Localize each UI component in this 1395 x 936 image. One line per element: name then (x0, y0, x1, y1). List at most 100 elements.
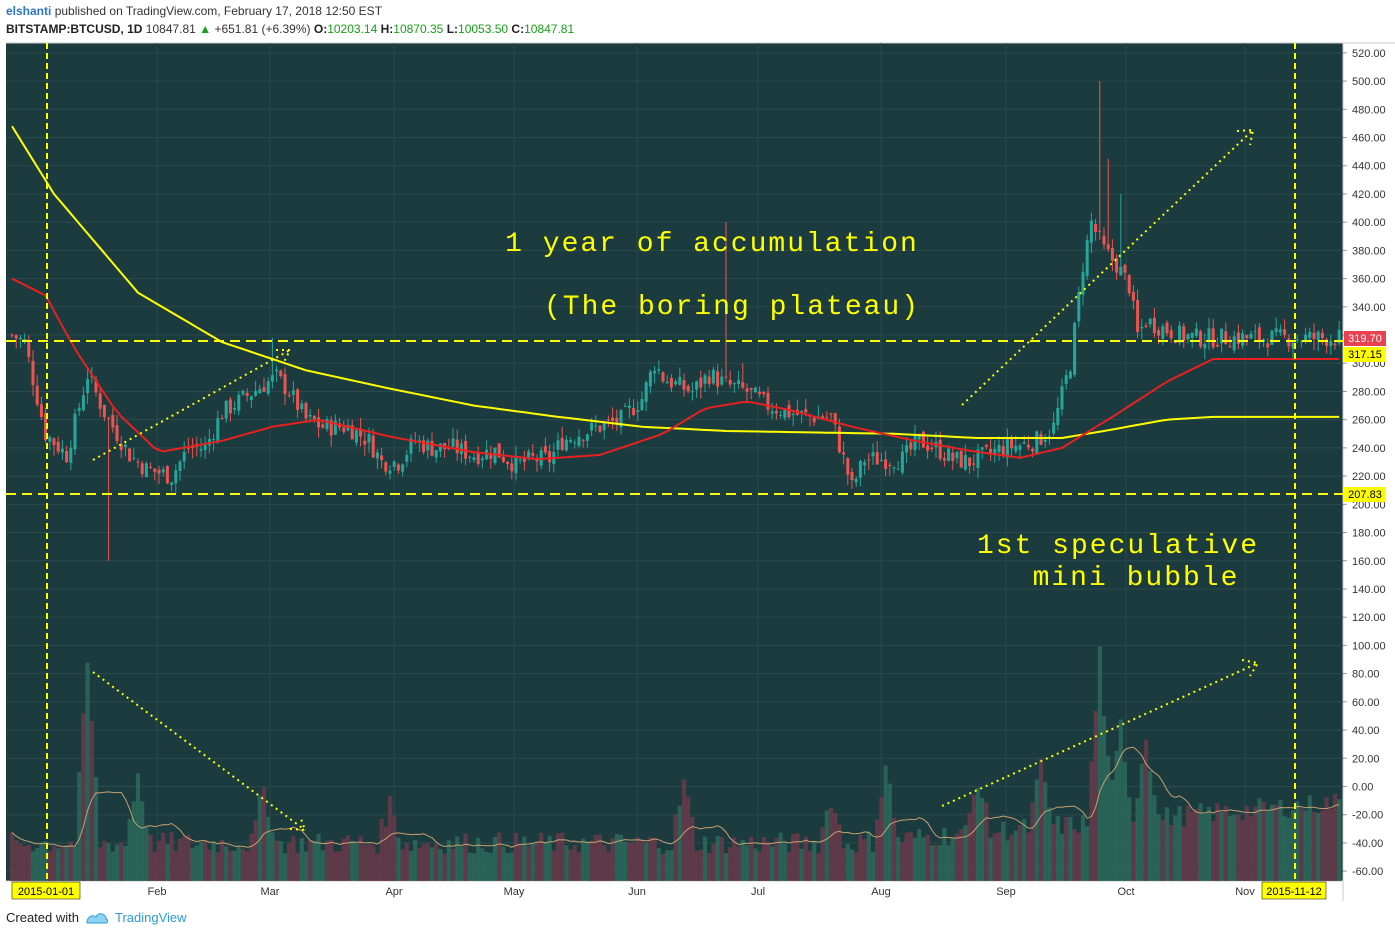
author-name[interactable]: elshanti (6, 4, 52, 18)
volume-bar (203, 840, 208, 881)
candle-body (1073, 322, 1077, 375)
trend-arrow-2[interactable] (961, 129, 1254, 406)
price-tick: 360.00 (1352, 274, 1386, 286)
trend-arrow-3[interactable] (92, 671, 306, 831)
volume-bar (85, 662, 90, 881)
annotation-accumulation[interactable]: 1 year of accumulation (505, 229, 919, 260)
tradingview-link[interactable]: TradingView (85, 910, 187, 925)
time-tick: Sep (996, 886, 1016, 898)
candle-body (1287, 338, 1291, 347)
trend-arrow-1[interactable] (92, 349, 291, 461)
trend-arrow-4[interactable] (941, 662, 1259, 807)
candle-body (1119, 266, 1123, 276)
candle (564, 435, 568, 453)
candle-body (489, 453, 493, 459)
candle (522, 450, 526, 471)
volume-bar (30, 851, 36, 881)
candle (1064, 369, 1068, 390)
ma-50-line[interactable] (11, 277, 1340, 460)
candle (732, 382, 736, 393)
volume-bar (635, 837, 640, 881)
candle (615, 409, 619, 432)
price-tick: 520.00 (1352, 48, 1386, 60)
date-marker-end-bg (1261, 881, 1327, 900)
volume-bar (106, 843, 111, 881)
volume-bar (1278, 799, 1283, 881)
candle (968, 457, 972, 474)
volume-bar (665, 850, 670, 881)
volume-bar (299, 838, 304, 881)
volume-bar (652, 837, 657, 881)
price-axis[interactable] (1343, 43, 1395, 881)
candle-body (1014, 445, 1018, 452)
date-marker-start[interactable]: 2015-01-01 (11, 881, 81, 900)
annotation-mini-bubble[interactable]: mini bubble (1033, 563, 1240, 594)
volume-bar (165, 844, 170, 881)
volume-bar (996, 832, 1002, 881)
candle (48, 435, 52, 451)
candle (1068, 369, 1072, 380)
candle-body (10, 334, 14, 336)
volume-bar (1240, 820, 1245, 881)
candle (951, 446, 955, 470)
candle-body (758, 391, 762, 395)
candle (405, 449, 409, 468)
candle-body (594, 425, 598, 427)
candle-body (1312, 332, 1316, 339)
tradingview-brand: TradingView (114, 910, 187, 925)
candle (863, 459, 867, 475)
volume-bar (1303, 810, 1308, 881)
candle-body (737, 380, 741, 385)
volume-bar (719, 836, 724, 881)
volume-bar (455, 836, 460, 881)
date-marker-end[interactable]: 2015-11-12 (1261, 881, 1327, 900)
candle-body (955, 451, 959, 459)
price-label-317[interactable]: 317.15 (1344, 347, 1386, 362)
candle (157, 466, 161, 485)
candle-body (27, 341, 31, 358)
volume-bar (1038, 758, 1044, 881)
candle-body (661, 372, 665, 382)
candle (921, 430, 925, 448)
candle-body (18, 337, 22, 340)
candle-body (745, 388, 749, 392)
candle-body (52, 438, 56, 446)
candle-body (1127, 275, 1131, 294)
candle-body (1123, 264, 1127, 273)
ma-200-line[interactable] (11, 125, 1340, 439)
candle (1148, 317, 1152, 328)
candle-body (947, 448, 951, 461)
volume-bar (778, 832, 783, 881)
candle (627, 398, 631, 419)
candle-body (312, 415, 316, 422)
candle-body (266, 381, 270, 394)
annotation-speculative[interactable]: 1st speculative (977, 531, 1259, 562)
volume-bar (110, 851, 115, 881)
volume-bar (770, 846, 775, 881)
candle (707, 370, 711, 388)
candle-body (1148, 318, 1152, 325)
price-label-207[interactable]: 207.83 (1344, 487, 1386, 502)
candle-body (77, 407, 81, 411)
volume-bar (287, 842, 292, 881)
volume-bar (18, 843, 23, 881)
price-label-319[interactable]: 319.70 (1344, 331, 1386, 346)
candle-body (287, 395, 291, 397)
candle-body (690, 391, 694, 393)
candle (81, 386, 85, 412)
time-axis[interactable] (6, 881, 1343, 901)
candle (774, 403, 778, 420)
candle-body (48, 437, 52, 442)
candle (489, 445, 493, 469)
volume-bar (232, 850, 237, 881)
candle (73, 408, 77, 455)
candle (657, 360, 661, 375)
candle (501, 450, 505, 464)
volume-bar (1148, 770, 1153, 881)
time-tick: Nov (1235, 886, 1255, 898)
annotation-plateau[interactable]: (The boring plateau) (544, 292, 920, 323)
volume-bar (648, 837, 653, 881)
volume-bar (64, 845, 69, 881)
candle (1119, 193, 1123, 276)
